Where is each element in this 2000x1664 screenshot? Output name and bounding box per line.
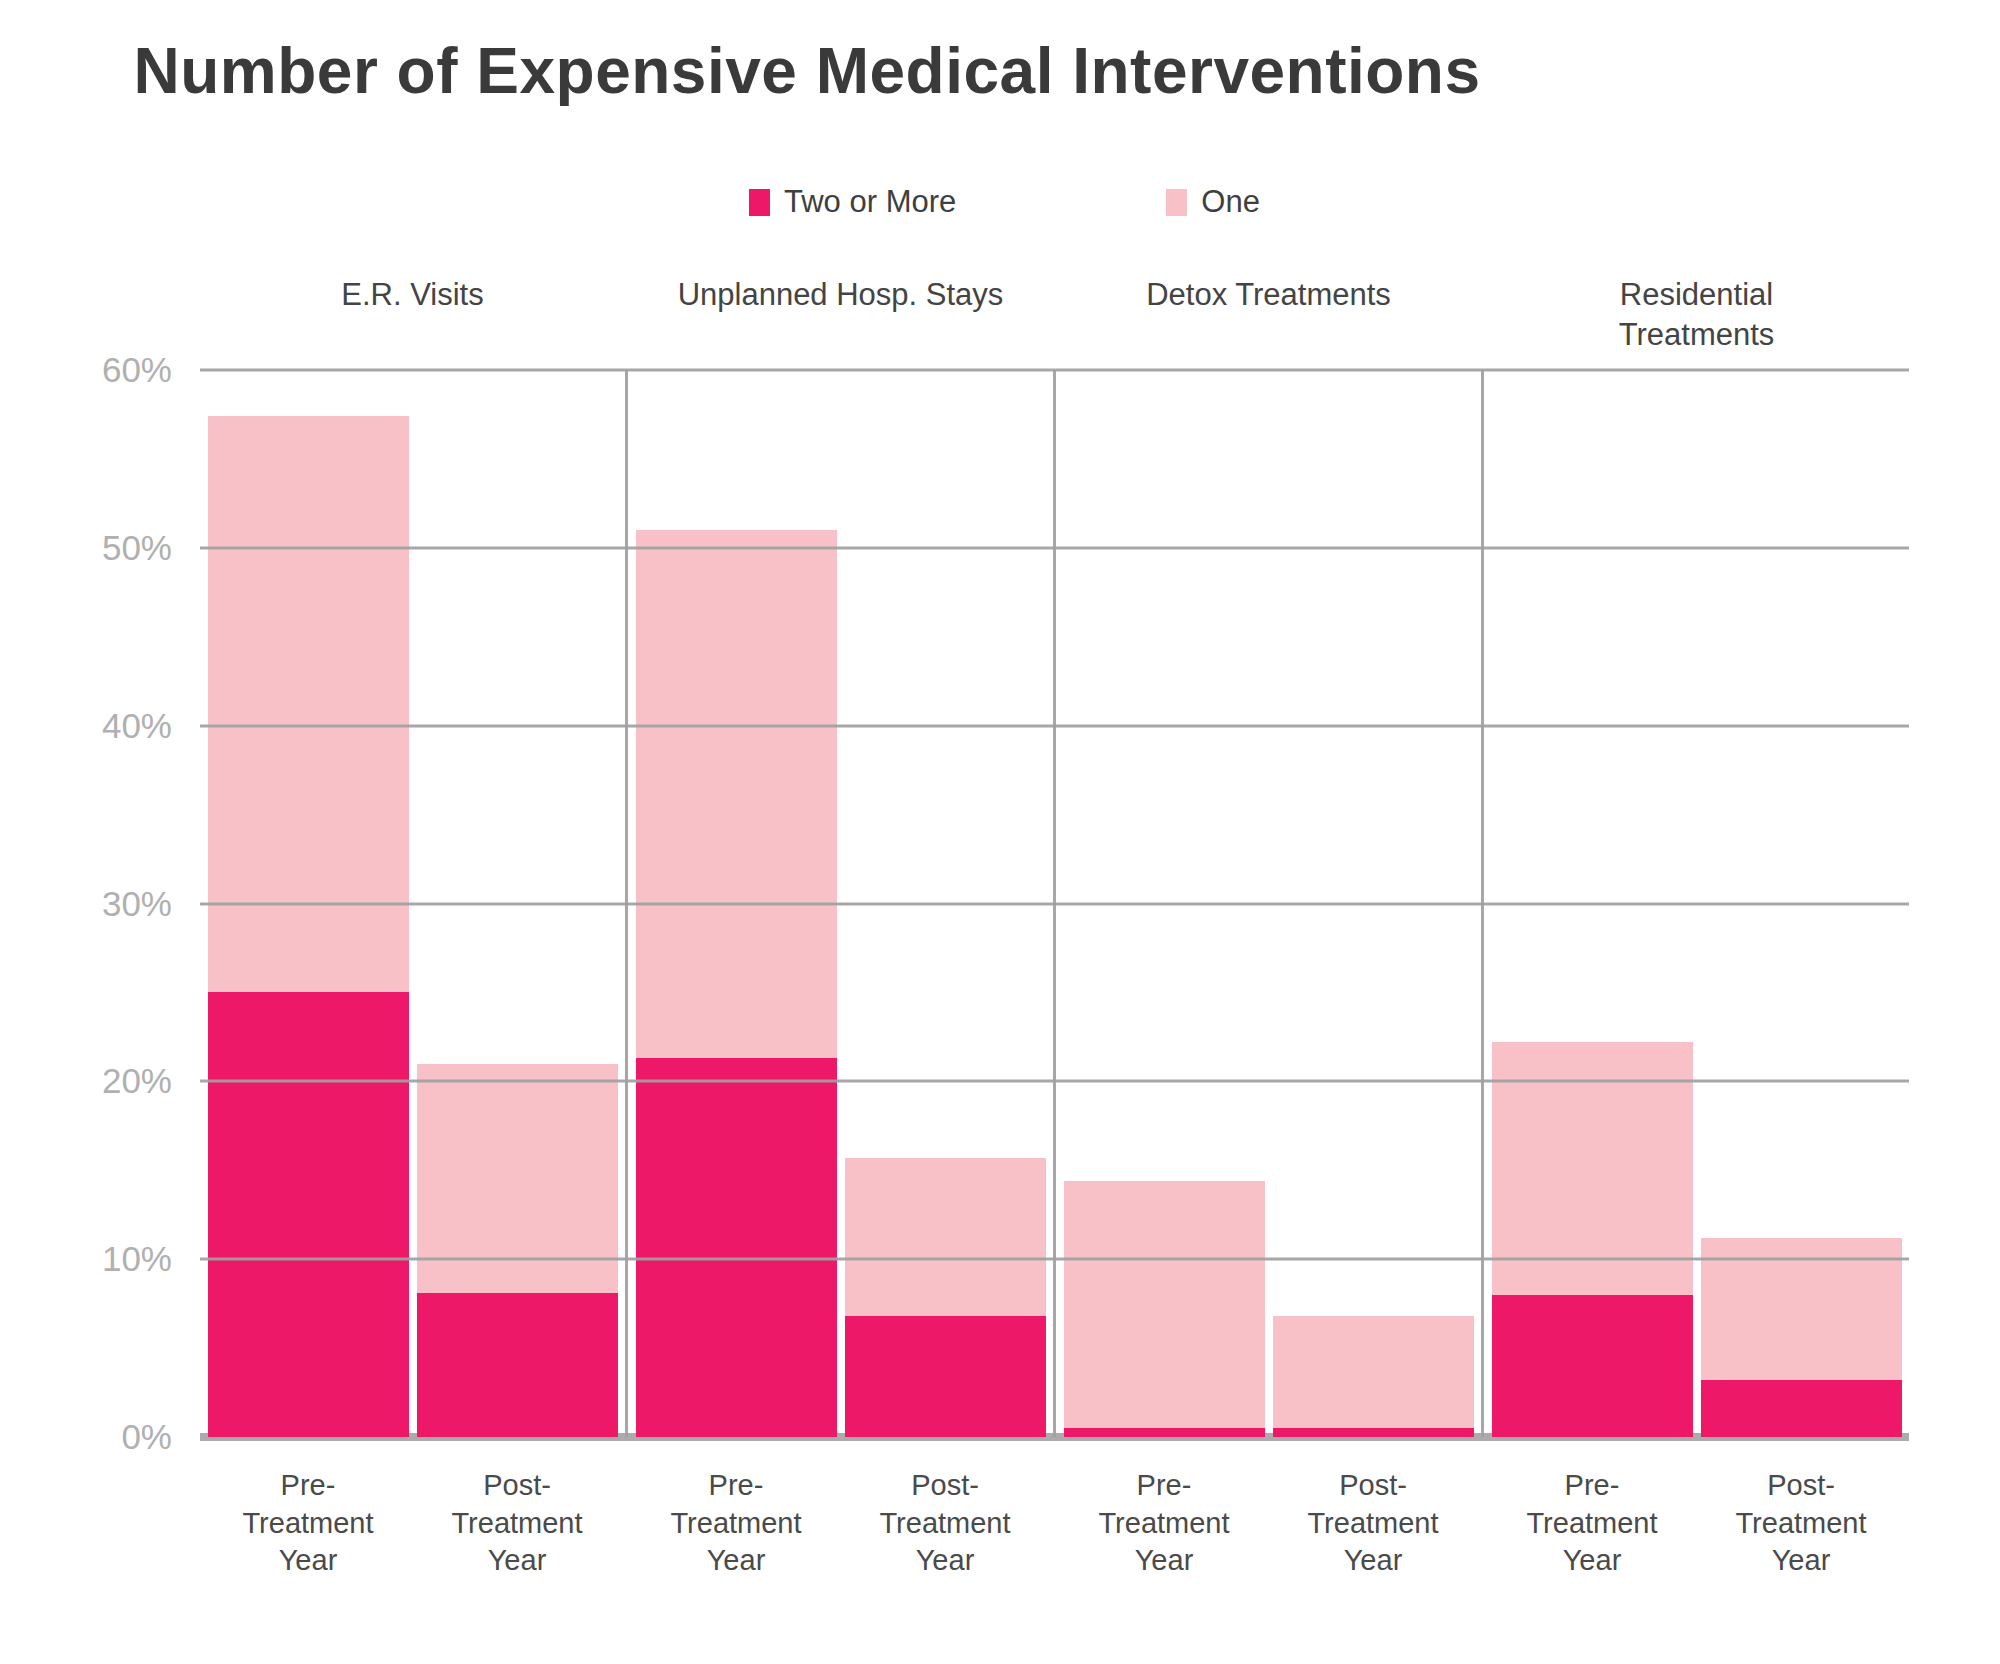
stacked-bar-chart: Number of Expensive Medical Intervention… xyxy=(0,0,2000,1664)
bar-segment-two_or_more xyxy=(1492,1295,1693,1437)
x-axis-label: Pre-Treatment Year xyxy=(231,1467,386,1580)
x-axis-label: Post-Treatment Year xyxy=(440,1467,595,1580)
bar-segment-two_or_more xyxy=(1273,1428,1474,1437)
bar-segment-one xyxy=(845,1158,1046,1316)
bar-segment-one xyxy=(1273,1316,1474,1428)
y-tick-label-10: 10% xyxy=(102,1239,172,1279)
x-axis-label: Post-Treatment Year xyxy=(1724,1467,1879,1580)
group-label: Unplanned Hosp. Stays xyxy=(678,275,1004,315)
x-axis-label: Post-Treatment Year xyxy=(868,1467,1023,1580)
legend-label-two_or_more: Two or More xyxy=(784,184,956,220)
bar-segment-one xyxy=(636,530,837,1058)
stacked-bar: Post-Treatment Year xyxy=(1701,370,1902,1437)
x-axis-label: Pre-Treatment Year xyxy=(1087,1467,1242,1580)
bar-segment-one xyxy=(1701,1238,1902,1380)
bar-segment-one xyxy=(1492,1042,1693,1295)
stacked-bar: Post-Treatment Year xyxy=(845,370,1046,1437)
stacked-bar: Pre-Treatment Year xyxy=(1492,370,1693,1437)
y-tick-label-30: 30% xyxy=(102,884,172,924)
group-panel-3: Detox TreatmentsPre-Treatment YearPost-T… xyxy=(1053,370,1481,1437)
x-axis-label: Pre-Treatment Year xyxy=(1515,1467,1670,1580)
bar-segment-one xyxy=(417,1064,618,1293)
chart-title: Number of Expensive Medical Intervention… xyxy=(133,34,1480,108)
y-tick-label-50: 50% xyxy=(102,528,172,568)
stacked-bar: Pre-Treatment Year xyxy=(1064,370,1265,1437)
bar-pair: Pre-Treatment YearPost-Treatment Year xyxy=(200,370,625,1437)
y-tick-label-0: 0% xyxy=(121,1417,172,1457)
legend-swatch-two_or_more xyxy=(749,189,770,216)
group-label: Detox Treatments xyxy=(1146,275,1391,315)
stacked-bar: Pre-Treatment Year xyxy=(636,370,837,1437)
legend-swatch-one xyxy=(1166,189,1187,216)
x-axis-label: Pre-Treatment Year xyxy=(659,1467,814,1580)
x-axis-label: Post-Treatment Year xyxy=(1296,1467,1451,1580)
bar-segment-two_or_more xyxy=(1701,1380,1902,1437)
group-panel-1: E.R. VisitsPre-Treatment YearPost-Treatm… xyxy=(200,370,625,1437)
bar-pair: Pre-Treatment YearPost-Treatment Year xyxy=(1484,370,1909,1437)
group-panel-4: Residential TreatmentsPre-Treatment Year… xyxy=(1481,370,1909,1437)
stacked-bar: Post-Treatment Year xyxy=(1273,370,1474,1437)
stacked-bar: Post-Treatment Year xyxy=(417,370,618,1437)
legend-item-one: One xyxy=(1166,184,1260,220)
bar-segment-two_or_more xyxy=(636,1058,837,1437)
bar-segment-two_or_more xyxy=(208,992,409,1437)
bar-pair: Pre-Treatment YearPost-Treatment Year xyxy=(1056,370,1481,1437)
y-tick-label-20: 20% xyxy=(102,1061,172,1101)
bar-segment-two_or_more xyxy=(1064,1428,1265,1437)
group-label: E.R. Visits xyxy=(341,275,483,315)
bar-panels: E.R. VisitsPre-Treatment YearPost-Treatm… xyxy=(200,370,1909,1437)
legend-item-two_or_more: Two or More xyxy=(749,184,956,220)
plot-area: 0%10%20%30%40%50%60% E.R. VisitsPre-Trea… xyxy=(200,370,1909,1437)
bar-segment-one xyxy=(1064,1181,1265,1428)
stacked-bar: Pre-Treatment Year xyxy=(208,370,409,1437)
y-tick-label-60: 60% xyxy=(102,350,172,390)
bar-segment-two_or_more xyxy=(417,1293,618,1437)
legend: Two or More One xyxy=(749,184,1260,220)
group-panel-2: Unplanned Hosp. StaysPre-Treatment YearP… xyxy=(625,370,1053,1437)
group-label: Residential Treatments xyxy=(1547,275,1847,354)
bar-segment-one xyxy=(208,416,409,992)
legend-label-one: One xyxy=(1201,184,1260,220)
bar-pair: Pre-Treatment YearPost-Treatment Year xyxy=(628,370,1053,1437)
y-tick-label-40: 40% xyxy=(102,706,172,746)
bar-segment-two_or_more xyxy=(845,1316,1046,1437)
